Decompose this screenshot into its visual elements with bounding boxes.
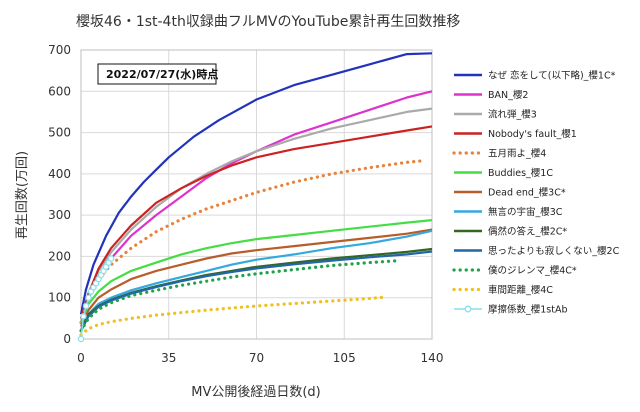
series-line-8 <box>79 229 433 332</box>
chart-title: 櫻坂46・1st-4th収録曲フルMVのYouTube累計再生回数推移 <box>76 13 460 30</box>
y-tick-label: 200 <box>48 249 71 263</box>
series-line-12 <box>79 295 389 337</box>
series-marker-13 <box>80 313 87 320</box>
y-tick-label: 0 <box>63 332 71 346</box>
y-tick-label: 400 <box>48 167 71 181</box>
x-axis-title: MV公開後経過日数(d) <box>191 385 321 400</box>
y-axis-title: 再生回数(万回) <box>15 151 30 239</box>
series-line-6 <box>79 219 433 323</box>
legend-label-6: Buddies_櫻1C <box>488 167 553 179</box>
legend: なぜ 恋をして(以下略)_櫻1C* BAN_櫻2 流れ弾_櫻3 Nobody's fa… <box>452 70 620 316</box>
series-marker-13 <box>107 255 115 262</box>
y-tick-label: 100 <box>48 291 71 305</box>
legend-label-8: 無言の宇宙_櫻3C <box>488 206 563 218</box>
series-line-10 <box>80 250 433 332</box>
legend-label-12: 車間距離_櫻4C <box>488 284 553 296</box>
legend-label-9: 偶然の答え_櫻2C* <box>488 226 567 238</box>
plot-border <box>80 49 433 340</box>
series-line-3 <box>79 107 433 319</box>
y-tick-label: 700 <box>48 43 71 57</box>
legend-label-2: BAN_櫻2 <box>488 89 528 101</box>
x-tick-label: 0 <box>77 351 85 365</box>
date-note-box: 2022/07/27(水)時点 <box>97 63 218 85</box>
plot-area: 0 100 200 300 400 500 600 700 0 35 70 105 140 <box>48 43 443 365</box>
x-tick-label: 140 <box>421 351 444 365</box>
series-marker-13 <box>77 335 85 343</box>
legend-marker-13 <box>464 305 472 313</box>
x-tick-label: 35 <box>161 351 176 365</box>
y-tick-label: 300 <box>48 208 71 222</box>
y-tick-label: 600 <box>48 84 71 98</box>
y-tick-label: 500 <box>48 126 71 140</box>
series-line-4 <box>79 125 433 319</box>
legend-label-5: 五月雨よ_櫻4 <box>488 148 546 160</box>
x-tick-label: 105 <box>333 351 356 365</box>
date-note: 2022/07/27(水)時点 <box>106 67 218 81</box>
legend-label-11: 僕のジレンマ_櫻4C* <box>488 265 577 277</box>
series-line-11 <box>79 259 401 333</box>
legend-label-13: 摩擦係数_櫻1stAb <box>488 304 568 316</box>
legend-label-4: Nobody's fault_櫻1 <box>488 128 577 140</box>
x-tick-label: 70 <box>249 351 264 365</box>
series-marker-13 <box>82 302 90 310</box>
series-marker-13 <box>85 294 92 301</box>
legend-label-7: Dead end_櫻3C* <box>488 187 566 199</box>
series-line-7 <box>79 228 433 328</box>
series-line-1 <box>79 52 433 315</box>
legend-label-10: 思ったよりも寂しくない_櫻2C <box>488 245 620 257</box>
legend-label-3: 流れ弾_櫻3 <box>488 109 537 121</box>
legend-label-1: なぜ 恋をして(以下略)_櫻1C* <box>488 70 616 82</box>
